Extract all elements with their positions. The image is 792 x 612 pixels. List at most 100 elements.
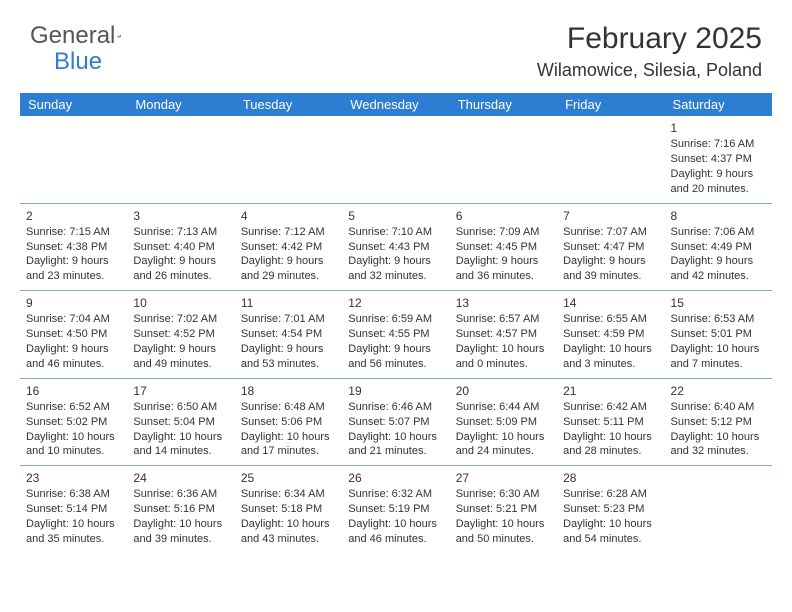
- day-cell-20: 20Sunrise: 6:44 AMSunset: 5:09 PMDayligh…: [450, 379, 557, 466]
- daylight-line: Daylight: 10 hours and 54 minutes.: [563, 517, 658, 547]
- sunset-line: Sunset: 4:50 PM: [26, 327, 121, 342]
- empty-cell: [342, 116, 449, 203]
- empty-cell: [127, 116, 234, 203]
- header: General Blue February 2025 Wilamowice, S…: [0, 0, 792, 85]
- sunrise-line: Sunrise: 6:50 AM: [133, 400, 228, 415]
- day-number: 26: [348, 470, 443, 486]
- dow-friday: Friday: [557, 93, 664, 116]
- sunset-line: Sunset: 5:19 PM: [348, 502, 443, 517]
- day-number: 20: [456, 383, 551, 399]
- day-cell-3: 3Sunrise: 7:13 AMSunset: 4:40 PMDaylight…: [127, 204, 234, 291]
- daylight-line: Daylight: 10 hours and 3 minutes.: [563, 342, 658, 372]
- sunset-line: Sunset: 4:59 PM: [563, 327, 658, 342]
- sunrise-line: Sunrise: 7:16 AM: [671, 137, 766, 152]
- daylight-line: Daylight: 9 hours and 29 minutes.: [241, 254, 336, 284]
- week-row: 9Sunrise: 7:04 AMSunset: 4:50 PMDaylight…: [20, 291, 772, 379]
- sunset-line: Sunset: 5:06 PM: [241, 415, 336, 430]
- week-row: 23Sunrise: 6:38 AMSunset: 5:14 PMDayligh…: [20, 466, 772, 553]
- sunset-line: Sunset: 4:43 PM: [348, 240, 443, 255]
- day-cell-4: 4Sunrise: 7:12 AMSunset: 4:42 PMDaylight…: [235, 204, 342, 291]
- sunset-line: Sunset: 4:55 PM: [348, 327, 443, 342]
- empty-cell: [665, 466, 772, 553]
- day-number: 18: [241, 383, 336, 399]
- brand-mark-icon: [117, 28, 121, 44]
- daylight-line: Daylight: 10 hours and 28 minutes.: [563, 430, 658, 460]
- dow-tuesday: Tuesday: [235, 93, 342, 116]
- sunset-line: Sunset: 5:23 PM: [563, 502, 658, 517]
- sunrise-line: Sunrise: 6:34 AM: [241, 487, 336, 502]
- day-number: 13: [456, 295, 551, 311]
- sunrise-line: Sunrise: 7:09 AM: [456, 225, 551, 240]
- daylight-line: Daylight: 10 hours and 7 minutes.: [671, 342, 766, 372]
- daylight-line: Daylight: 9 hours and 26 minutes.: [133, 254, 228, 284]
- sunset-line: Sunset: 4:49 PM: [671, 240, 766, 255]
- sunset-line: Sunset: 4:52 PM: [133, 327, 228, 342]
- calendar: SundayMondayTuesdayWednesdayThursdayFrid…: [20, 93, 772, 553]
- day-number: 22: [671, 383, 766, 399]
- day-cell-22: 22Sunrise: 6:40 AMSunset: 5:12 PMDayligh…: [665, 379, 772, 466]
- day-cell-2: 2Sunrise: 7:15 AMSunset: 4:38 PMDaylight…: [20, 204, 127, 291]
- sunrise-line: Sunrise: 6:42 AM: [563, 400, 658, 415]
- daylight-line: Daylight: 10 hours and 21 minutes.: [348, 430, 443, 460]
- sunset-line: Sunset: 5:04 PM: [133, 415, 228, 430]
- day-number: 3: [133, 208, 228, 224]
- dow-wednesday: Wednesday: [342, 93, 449, 116]
- day-number: 14: [563, 295, 658, 311]
- daylight-line: Daylight: 9 hours and 53 minutes.: [241, 342, 336, 372]
- empty-cell: [557, 116, 664, 203]
- day-number: 25: [241, 470, 336, 486]
- sunrise-line: Sunrise: 7:07 AM: [563, 225, 658, 240]
- day-number: 21: [563, 383, 658, 399]
- day-cell-5: 5Sunrise: 7:10 AMSunset: 4:43 PMDaylight…: [342, 204, 449, 291]
- daylight-line: Daylight: 10 hours and 39 minutes.: [133, 517, 228, 547]
- day-cell-25: 25Sunrise: 6:34 AMSunset: 5:18 PMDayligh…: [235, 466, 342, 553]
- sunset-line: Sunset: 5:16 PM: [133, 502, 228, 517]
- day-number: 8: [671, 208, 766, 224]
- sunset-line: Sunset: 5:14 PM: [26, 502, 121, 517]
- sunset-line: Sunset: 4:40 PM: [133, 240, 228, 255]
- day-cell-9: 9Sunrise: 7:04 AMSunset: 4:50 PMDaylight…: [20, 291, 127, 378]
- sunrise-line: Sunrise: 6:55 AM: [563, 312, 658, 327]
- sunrise-line: Sunrise: 6:59 AM: [348, 312, 443, 327]
- daylight-line: Daylight: 10 hours and 0 minutes.: [456, 342, 551, 372]
- sunset-line: Sunset: 5:12 PM: [671, 415, 766, 430]
- sunrise-line: Sunrise: 6:44 AM: [456, 400, 551, 415]
- daylight-line: Daylight: 9 hours and 56 minutes.: [348, 342, 443, 372]
- sunrise-line: Sunrise: 6:36 AM: [133, 487, 228, 502]
- empty-cell: [450, 116, 557, 203]
- week-row: 2Sunrise: 7:15 AMSunset: 4:38 PMDaylight…: [20, 204, 772, 292]
- sunrise-line: Sunrise: 6:28 AM: [563, 487, 658, 502]
- day-cell-13: 13Sunrise: 6:57 AMSunset: 4:57 PMDayligh…: [450, 291, 557, 378]
- day-number: 28: [563, 470, 658, 486]
- day-cell-28: 28Sunrise: 6:28 AMSunset: 5:23 PMDayligh…: [557, 466, 664, 553]
- daylight-line: Daylight: 10 hours and 32 minutes.: [671, 430, 766, 460]
- brand-logo: General Blue: [30, 22, 139, 50]
- daylight-line: Daylight: 10 hours and 46 minutes.: [348, 517, 443, 547]
- day-number: 16: [26, 383, 121, 399]
- day-number: 17: [133, 383, 228, 399]
- daylight-line: Daylight: 9 hours and 39 minutes.: [563, 254, 658, 284]
- sunset-line: Sunset: 4:38 PM: [26, 240, 121, 255]
- day-number: 7: [563, 208, 658, 224]
- daylight-line: Daylight: 9 hours and 42 minutes.: [671, 254, 766, 284]
- day-cell-24: 24Sunrise: 6:36 AMSunset: 5:16 PMDayligh…: [127, 466, 234, 553]
- sunrise-line: Sunrise: 6:53 AM: [671, 312, 766, 327]
- sunset-line: Sunset: 4:37 PM: [671, 152, 766, 167]
- title-block: February 2025 Wilamowice, Silesia, Polan…: [537, 22, 762, 81]
- week-row: 16Sunrise: 6:52 AMSunset: 5:02 PMDayligh…: [20, 379, 772, 467]
- sunrise-line: Sunrise: 6:32 AM: [348, 487, 443, 502]
- sunset-line: Sunset: 4:54 PM: [241, 327, 336, 342]
- day-number: 1: [671, 120, 766, 136]
- sunrise-line: Sunrise: 7:01 AM: [241, 312, 336, 327]
- day-of-week-header: SundayMondayTuesdayWednesdayThursdayFrid…: [20, 93, 772, 116]
- daylight-line: Daylight: 10 hours and 35 minutes.: [26, 517, 121, 547]
- sunrise-line: Sunrise: 7:06 AM: [671, 225, 766, 240]
- sunset-line: Sunset: 5:11 PM: [563, 415, 658, 430]
- month-title: February 2025: [537, 22, 762, 56]
- day-cell-23: 23Sunrise: 6:38 AMSunset: 5:14 PMDayligh…: [20, 466, 127, 553]
- day-cell-12: 12Sunrise: 6:59 AMSunset: 4:55 PMDayligh…: [342, 291, 449, 378]
- sunrise-line: Sunrise: 6:46 AM: [348, 400, 443, 415]
- day-number: 6: [456, 208, 551, 224]
- sunrise-line: Sunrise: 7:12 AM: [241, 225, 336, 240]
- day-number: 27: [456, 470, 551, 486]
